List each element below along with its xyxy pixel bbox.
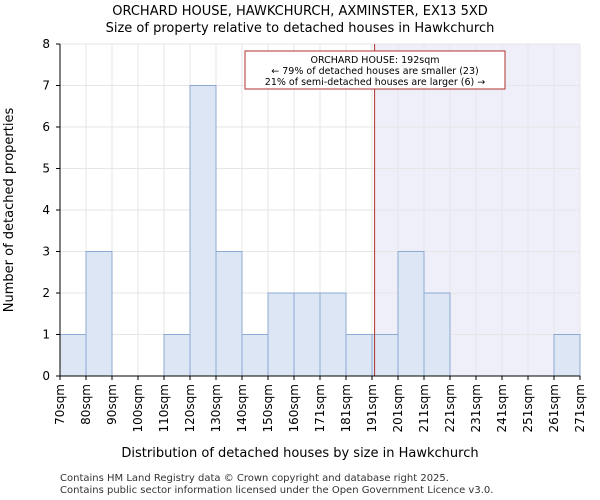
bar-130sqm	[215, 251, 243, 377]
x-tick-label: 271sqm	[573, 384, 587, 432]
y-tick-label: 0	[42, 369, 50, 383]
x-tick-label: 140sqm	[235, 384, 249, 432]
y-tick-label: 4	[42, 203, 50, 217]
x-axis-label: Distribution of detached houses by size …	[121, 446, 478, 461]
y-tick-label: 3	[42, 245, 50, 259]
x-tick-label: 80sqm	[79, 384, 93, 425]
x-tick-label: 171sqm	[313, 384, 327, 432]
y-ticks: 0 1 2 3 4 5 6 7 8	[42, 37, 60, 383]
bar-150sqm	[267, 292, 295, 377]
chart-subtitle: Size of property relative to detached ho…	[106, 21, 495, 36]
x-tick-label: 90sqm	[105, 384, 119, 425]
bar-171sqm	[319, 292, 347, 377]
x-tick-label: 120sqm	[183, 384, 197, 432]
chart-title: ORCHARD HOUSE, HAWKCHURCH, AXMINSTER, EX…	[112, 4, 488, 19]
bar-211sqm	[423, 292, 451, 377]
x-tick-label: 231sqm	[469, 384, 483, 432]
bar-191sqm	[371, 334, 399, 377]
x-tick-label: 100sqm	[131, 384, 145, 432]
y-tick-label: 8	[42, 37, 50, 51]
annotation-frame	[244, 50, 506, 90]
x-tick-label: 130sqm	[209, 384, 223, 432]
x-tick-label: 241sqm	[495, 384, 509, 432]
bar-80sqm	[85, 251, 113, 377]
y-axis-label: Number of detached properties	[2, 108, 17, 313]
footer-line-2: Contains public sector information licen…	[60, 485, 493, 496]
x-tick-label: 211sqm	[417, 384, 431, 432]
y-tick-label: 2	[42, 286, 50, 300]
x-tick-label: 191sqm	[365, 384, 379, 432]
annotation-line-1: ORCHARD HOUSE: 192sqm	[310, 55, 439, 66]
x-tick-label: 160sqm	[287, 384, 301, 432]
bar-160sqm	[293, 292, 321, 377]
x-ticks: 70sqm 80sqm 90sqm 100sqm 110sqm 120sqm 130sqm 1…	[53, 376, 587, 432]
x-tick-label: 110sqm	[157, 384, 171, 432]
bars	[59, 85, 581, 377]
annotation-box: ORCHARD HOUSE: 192sqm ← 79% of detached …	[244, 50, 506, 90]
annotation-line-3: 21% of semi-detached houses are larger (…	[265, 77, 485, 88]
x-tick-label: 70sqm	[53, 384, 67, 425]
bar-70sqm	[59, 334, 87, 377]
x-tick-label: 201sqm	[391, 384, 405, 432]
y-tick-label: 1	[42, 328, 50, 342]
bar-181sqm	[345, 334, 373, 377]
x-tick-label: 150sqm	[261, 384, 275, 432]
bar-140sqm	[241, 334, 269, 377]
y-tick-label: 5	[42, 162, 50, 176]
x-tick-label: 261sqm	[547, 384, 561, 432]
y-tick-label: 6	[42, 120, 50, 134]
x-tick-label: 251sqm	[521, 384, 535, 432]
bar-261sqm	[553, 334, 581, 377]
y-tick-label: 7	[42, 79, 50, 93]
annotation-line-2: ← 79% of detached houses are smaller (23…	[271, 66, 478, 77]
bar-201sqm	[397, 251, 425, 377]
bar-110sqm	[163, 334, 191, 377]
x-tick-label: 221sqm	[443, 384, 457, 432]
bar-120sqm	[189, 85, 217, 377]
footer-line-1: Contains HM Land Registry data © Crown c…	[60, 473, 449, 484]
x-tick-label: 181sqm	[339, 384, 353, 432]
